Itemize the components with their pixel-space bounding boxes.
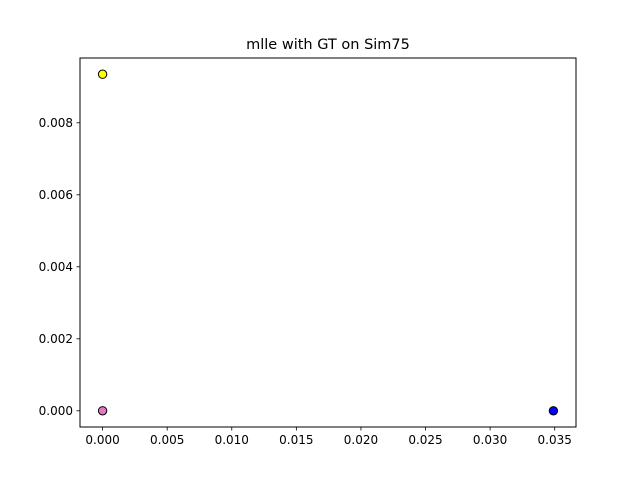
y-axis: 0.000 0.002 0.004 0.006 0.008 [39,116,80,418]
x-axis: 0.000 0.005 0.010 0.015 0.020 0.025 0.030 0.035 [85,427,572,447]
x-tick-label: 0.015 [279,433,313,447]
x-tick-label: 0.010 [215,433,249,447]
data-point [97,406,108,416]
y-tick-label: 0.002 [39,332,73,346]
x-tick-label: 0.035 [538,433,572,447]
plot-area-frame [79,57,577,428]
data-point [548,406,559,416]
x-tick-label: 0.025 [408,433,442,447]
y-tick-label: 0.004 [39,260,73,274]
x-tick-label: 0.020 [344,433,378,447]
x-tick-label: 0.000 [85,433,119,447]
y-tick-label: 0.006 [39,188,73,202]
x-tick-label: 0.030 [473,433,507,447]
y-tick-label: 0.008 [39,116,73,130]
chart-title: mlle with GT on Sim75 [246,37,410,53]
x-tick-label: 0.005 [150,433,184,447]
data-point [97,69,108,79]
y-tick-label: 0.000 [39,404,73,418]
data-points [97,69,559,416]
